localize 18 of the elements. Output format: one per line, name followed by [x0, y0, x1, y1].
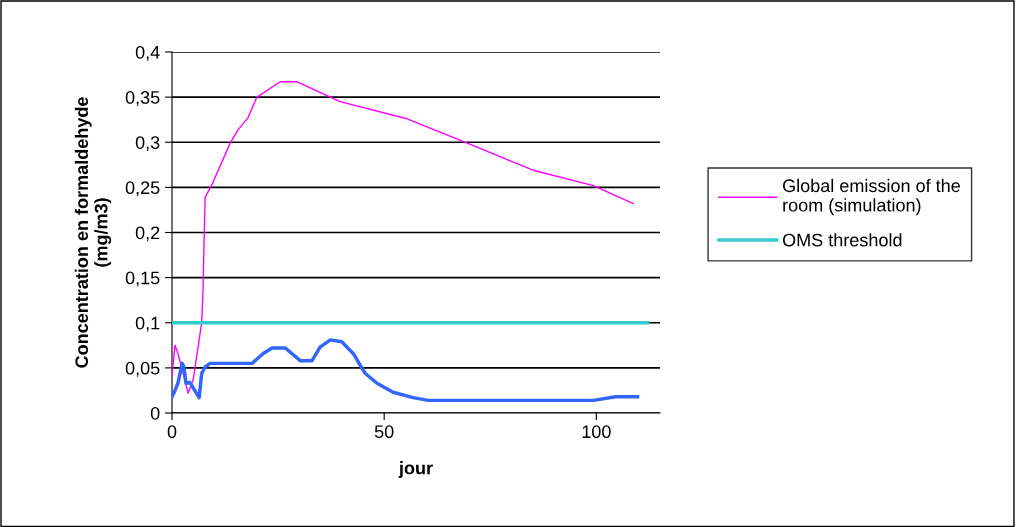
- y-tick-label: 0,4: [135, 45, 160, 61]
- y-tick-label: 0: [150, 406, 160, 420]
- y-tick-label: 0,15: [125, 271, 160, 287]
- y-tick-label: 0,25: [125, 181, 160, 197]
- legend-label: Global emission of the room (simulation): [783, 178, 960, 216]
- y-tick-label: 0,05: [125, 361, 160, 377]
- line-series: [172, 338, 640, 403]
- y-tick-label: 0,1: [135, 316, 160, 332]
- y-tick-label: 0,3: [135, 136, 160, 152]
- y-tick-label: 0,2: [135, 226, 160, 242]
- legend-label: OMS threshold: [782, 233, 902, 247]
- x-axis-title: jour: [398, 461, 433, 478]
- x-tick-label: 100: [582, 425, 611, 439]
- x-tick-label: 50: [374, 425, 394, 439]
- line-series: [172, 81, 634, 394]
- y-tick-label: 0,35: [125, 91, 160, 106]
- x-tick-label: 0: [167, 425, 177, 439]
- y-axis-title: Concentration en formaldehyde (mg/m3): [74, 97, 112, 368]
